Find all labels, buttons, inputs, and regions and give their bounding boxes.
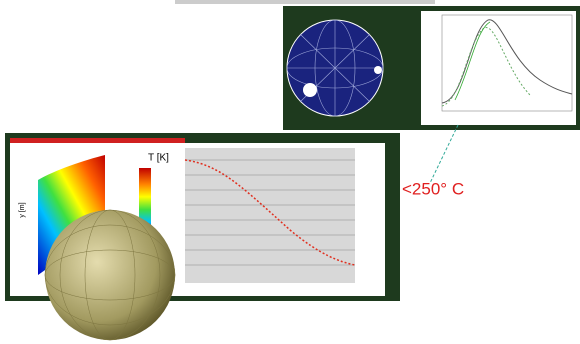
- angle-plot-area: [185, 148, 355, 283]
- colorbar-title: T [K]: [148, 153, 169, 164]
- marker: [303, 83, 317, 97]
- temp-chart: [421, 11, 576, 125]
- callout-text: <250° C: [402, 179, 464, 198]
- temp-curve: [441, 27, 531, 107]
- temp-curve: [441, 19, 573, 104]
- marker: [374, 66, 382, 74]
- callout-line: [429, 124, 459, 184]
- title-remnant: [175, 0, 435, 4]
- colorbar: [139, 168, 151, 232]
- angle-grid: [185, 159, 355, 266]
- angle-curve: [184, 159, 356, 266]
- globe: [45, 210, 175, 340]
- contour-header: [10, 138, 185, 143]
- temp-plot-area: [441, 14, 573, 112]
- temp-curve: [454, 21, 491, 101]
- y-axis-label: y [m]: [19, 202, 26, 217]
- globe-grid: [44, 209, 176, 341]
